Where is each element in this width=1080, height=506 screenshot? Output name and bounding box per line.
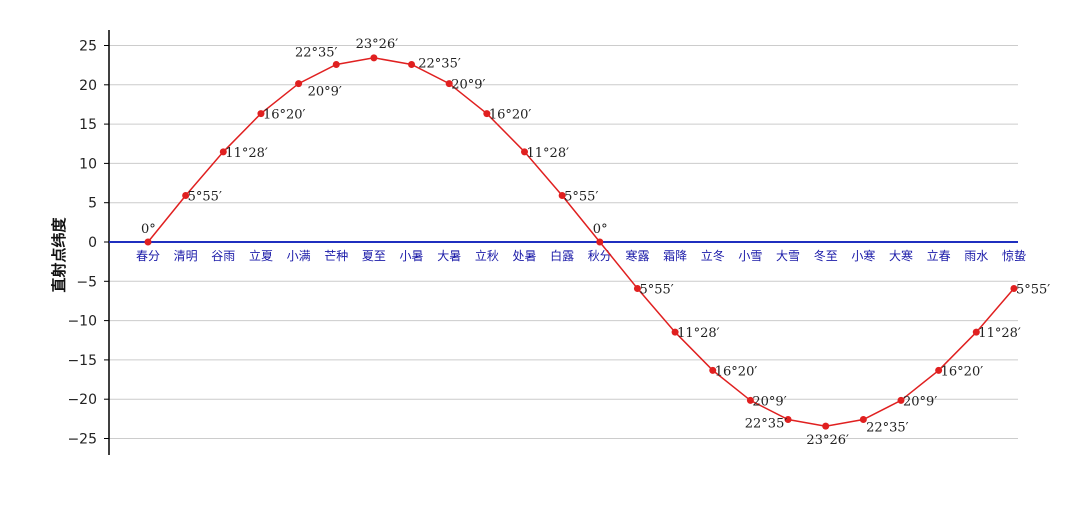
data-label: 11°28′	[978, 326, 1021, 341]
data-label: 20°9′	[451, 78, 485, 93]
y-tick-label: −25	[67, 432, 97, 448]
data-point	[897, 396, 905, 404]
data-point	[935, 366, 943, 374]
category-label: 春分	[136, 249, 160, 263]
data-label: 22°35′	[866, 420, 909, 435]
data-point	[521, 148, 528, 156]
data-label: 11°28′	[527, 146, 570, 161]
category-label: 小满	[287, 249, 311, 263]
y-tick-label: −15	[67, 353, 97, 369]
category-label: 冬至	[814, 248, 838, 263]
category-label: 惊蛰	[1002, 248, 1026, 263]
data-point	[784, 415, 792, 423]
category-label: 小雪	[738, 249, 762, 263]
data-point	[445, 80, 453, 88]
data-label: 20°9′	[903, 394, 937, 409]
data-label: 16°20′	[489, 108, 532, 123]
category-label: 夏至	[362, 249, 386, 263]
category-label: 大雪	[776, 249, 800, 263]
data-label: 22°35′	[745, 416, 788, 431]
y-tick-label: 5	[88, 196, 97, 212]
series-path	[147, 57, 1015, 427]
y-tick-label: 20	[79, 78, 97, 94]
category-label: 处暑	[512, 249, 536, 263]
data-point	[144, 238, 152, 246]
data-labels: 0°5°55′11°28′16°20′20°9′22°35′23°26′22°3…	[141, 37, 1050, 448]
data-label: 22°35′	[418, 57, 461, 72]
data-point	[859, 415, 867, 423]
data-label: 20°9′	[308, 85, 342, 100]
category-label: 寒露	[625, 248, 649, 263]
data-point	[709, 366, 717, 374]
data-label: 23°26′	[806, 433, 849, 448]
data-point	[972, 328, 980, 336]
category-label: 雨水	[964, 249, 988, 263]
data-label: 16°20′	[263, 108, 306, 123]
category-label: 谷雨	[211, 249, 235, 263]
data-point	[332, 61, 340, 69]
data-point	[1010, 285, 1018, 293]
data-label: 23°26′	[356, 37, 399, 52]
data-point	[408, 61, 416, 69]
category-label: 大暑	[437, 249, 461, 263]
data-label: 5°55′	[639, 283, 673, 298]
data-point	[633, 285, 641, 293]
category-labels: 春分 清明 谷雨 立夏 小满 芒种 夏至 小暑 大暑 立秋 处暑 白露 秋分 寒露 霜降 立冬 小雪 大雪 冬至 小寒…	[136, 248, 1026, 263]
y-tick-label: −20	[67, 392, 97, 408]
y-tick-label: 25	[79, 39, 97, 55]
data-label: 0°	[141, 222, 156, 237]
y-axis: 25 20 15 10 5 0 −5 −10 −15 −20 −25	[67, 30, 110, 455]
data-point	[671, 328, 679, 336]
data-point	[257, 110, 265, 118]
y-tick-label: −10	[67, 314, 97, 330]
y-tick-label: 0	[88, 235, 97, 251]
category-label: 立春	[927, 248, 951, 263]
series-line	[147, 57, 1015, 427]
data-label: 5°55′	[1016, 283, 1050, 298]
data-point	[370, 54, 378, 62]
category-label: 小暑	[400, 249, 424, 263]
data-points	[144, 54, 1018, 430]
data-point	[182, 191, 190, 199]
data-label: 22°35′	[295, 46, 338, 61]
category-label: 立冬	[701, 248, 725, 263]
grid-lines	[109, 45, 1018, 439]
data-label: 0°	[593, 222, 608, 237]
category-label: 小寒	[851, 248, 875, 263]
data-label: 11°28′	[225, 146, 268, 161]
data-point	[483, 110, 491, 118]
data-label: 20°9′	[752, 394, 786, 409]
y-axis-label: 直射点纬度	[50, 217, 68, 293]
data-label: 11°28′	[677, 326, 720, 341]
data-label: 16°20′	[941, 364, 984, 379]
data-point	[558, 191, 566, 199]
data-point	[822, 422, 830, 430]
category-label: 立秋	[475, 248, 499, 263]
data-point	[295, 80, 303, 88]
y-tick-label: 10	[79, 156, 97, 172]
category-label: 秋分	[588, 249, 612, 263]
category-label: 大寒	[889, 248, 913, 263]
data-point	[746, 396, 754, 404]
y-tick-label: −5	[76, 274, 97, 290]
category-label: 霜降	[663, 249, 687, 263]
category-label: 立夏	[249, 248, 273, 263]
category-label: 芒种	[324, 248, 348, 263]
data-label: 5°55′	[564, 189, 598, 204]
data-label: 16°20′	[715, 364, 758, 379]
data-label: 5°55′	[188, 189, 222, 204]
data-point	[219, 148, 227, 156]
category-label: 清明	[174, 249, 198, 263]
y-tick-label: 15	[79, 117, 97, 133]
data-point	[596, 238, 604, 246]
category-label: 白露	[550, 248, 574, 263]
